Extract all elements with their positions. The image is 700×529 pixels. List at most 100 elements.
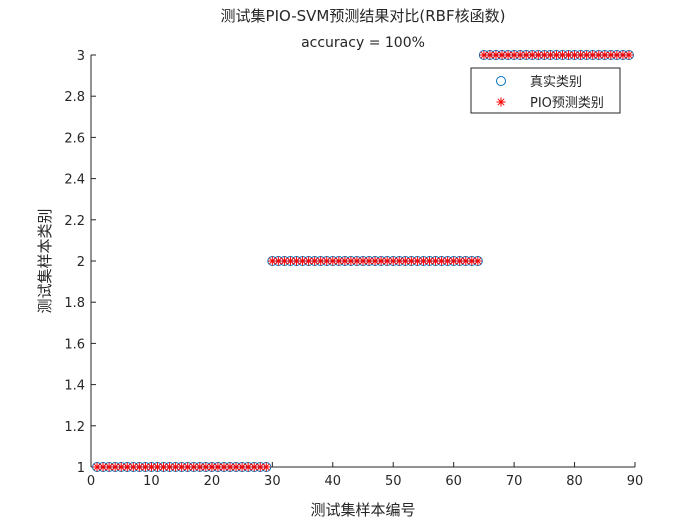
asterisk-stroke — [528, 51, 536, 59]
y-tick-label: 1 — [77, 461, 85, 476]
asterisk-stroke — [431, 257, 440, 265]
x-axis-label: 测试集样本编号 — [310, 501, 415, 519]
asterisk-stroke — [311, 257, 319, 265]
predicted-class-point — [551, 50, 561, 60]
y-tick-label: 3 — [77, 49, 85, 64]
predicted-class-point — [285, 256, 295, 266]
asterisk-stroke — [93, 463, 101, 471]
x-tick-label: 0 — [87, 474, 95, 489]
asterisk-stroke — [492, 51, 500, 59]
asterisk-stroke — [135, 463, 143, 471]
predicted-class-point — [509, 50, 519, 60]
asterisk-stroke — [147, 463, 155, 471]
y-tick-label: 1.6 — [64, 337, 85, 352]
predicted-class-point — [376, 256, 386, 266]
legend-asterisk — [496, 97, 506, 107]
predicted-class-point — [624, 50, 634, 60]
asterisk-stroke — [286, 257, 295, 265]
axes: 0 10 20 30 40 50 60 70 80 90 1 1.2 1.4 1.6 1.8 2 2.2 2.4 2… — [64, 49, 643, 489]
asterisk-stroke — [232, 463, 240, 471]
asterisk-stroke — [347, 257, 355, 265]
chart-title: 测试集PIO-SVM预测结果对比(RBF核函数) — [221, 7, 506, 25]
asterisk-stroke — [497, 98, 505, 106]
asterisk-stroke — [462, 257, 470, 265]
asterisk-stroke — [589, 51, 597, 59]
legend-box — [470, 67, 621, 114]
x-tick-label: 90 — [627, 474, 644, 489]
y-tick-label: 1.4 — [64, 379, 85, 394]
predicted-class-point — [570, 50, 580, 60]
predicted-class-point — [98, 462, 108, 472]
x-tick-label: 40 — [325, 474, 342, 489]
asterisk-stroke — [444, 257, 452, 265]
y-tick-label: 2.8 — [64, 90, 85, 105]
asterisk-stroke — [486, 51, 494, 59]
predicted-class-point — [207, 462, 217, 472]
asterisk-stroke — [571, 51, 579, 59]
asterisk-stroke — [335, 257, 343, 265]
predicted-class-point — [134, 462, 144, 472]
asterisk-stroke — [153, 463, 162, 471]
asterisk-stroke — [105, 463, 113, 471]
asterisk-stroke — [238, 463, 246, 471]
asterisk-stroke — [172, 463, 180, 471]
asterisk-stroke — [516, 51, 524, 59]
predicted-class-point — [298, 256, 308, 266]
y-tick-label: 2.6 — [64, 131, 85, 146]
predicted-class-point — [195, 462, 205, 472]
asterisk-stroke — [353, 257, 361, 265]
x-tick-label: 30 — [264, 474, 281, 489]
asterisk-stroke — [268, 257, 276, 265]
asterisk-stroke — [341, 257, 349, 265]
predicted-class-point — [122, 462, 132, 472]
asterisk-stroke — [359, 257, 367, 265]
asterisk-stroke — [395, 257, 403, 265]
asterisk-stroke — [413, 257, 421, 265]
asterisk-stroke — [250, 463, 258, 471]
asterisk-stroke — [244, 463, 252, 471]
predicted-class-point — [249, 462, 259, 472]
asterisk-stroke — [552, 51, 560, 59]
predicted-class-point — [273, 256, 283, 266]
asterisk-stroke — [141, 463, 149, 471]
asterisk-stroke — [383, 257, 391, 265]
asterisk-stroke — [280, 257, 288, 265]
asterisk-stroke — [292, 257, 301, 265]
predicted-class-point — [370, 256, 380, 266]
asterisk-stroke — [498, 51, 506, 59]
asterisk-stroke — [456, 257, 464, 265]
asterisk-stroke — [190, 463, 198, 471]
asterisk-stroke — [214, 463, 222, 471]
asterisk-stroke — [607, 51, 615, 59]
asterisk-stroke — [202, 463, 210, 471]
asterisk-stroke — [401, 257, 409, 265]
asterisk-stroke — [613, 51, 621, 59]
predicted-class-point — [497, 50, 507, 60]
asterisk-stroke — [625, 51, 633, 59]
predicted-class-point — [588, 50, 598, 60]
predicted-class-point — [473, 256, 483, 266]
asterisk-stroke — [365, 257, 373, 265]
asterisk-stroke — [159, 463, 168, 471]
asterisk-stroke — [220, 463, 228, 471]
asterisk-stroke — [450, 257, 458, 265]
predicted-class-point — [406, 256, 416, 266]
asterisk-stroke — [419, 257, 427, 265]
asterisk-stroke — [377, 257, 385, 265]
asterisk-stroke — [389, 257, 397, 265]
asterisk-stroke — [299, 257, 307, 265]
asterisk-stroke — [619, 51, 627, 59]
asterisk-stroke — [407, 257, 415, 265]
asterisk-stroke — [371, 257, 379, 265]
legend-label-true: 真实类别 — [530, 75, 582, 90]
predicted-class-point — [110, 462, 120, 472]
predicted-class-point — [255, 462, 265, 472]
y-tick-label: 2.4 — [64, 173, 85, 188]
asterisk-stroke — [117, 463, 125, 471]
asterisk-stroke — [256, 463, 264, 471]
y-axis-label: 测试集样本类别 — [36, 208, 54, 313]
asterisk-stroke — [323, 257, 331, 265]
asterisk-stroke — [262, 463, 270, 471]
predicted-class-point — [128, 462, 138, 472]
